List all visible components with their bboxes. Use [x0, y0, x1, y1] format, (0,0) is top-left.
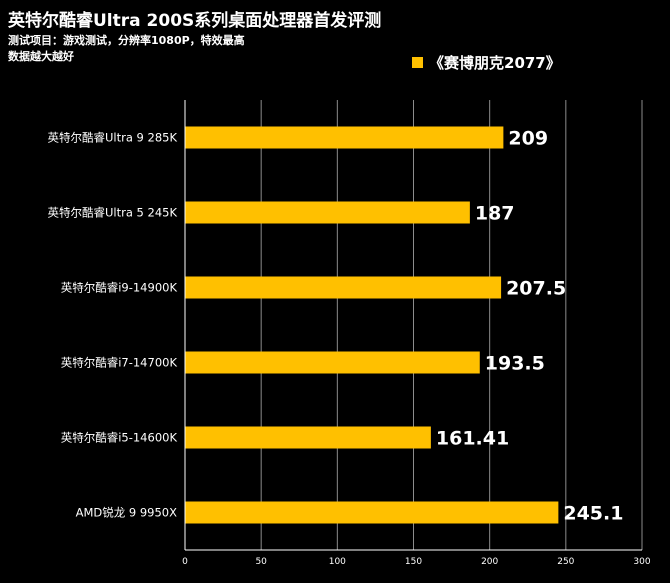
value-label-0: 209: [508, 128, 548, 150]
chart-legend: 《赛博朋克2077》: [412, 52, 561, 73]
bar-5: [185, 501, 559, 524]
x-tick-label-100: 100: [329, 557, 346, 567]
bar-1: [185, 201, 470, 224]
bar-0: [185, 126, 504, 149]
grid-lines: [260, 100, 643, 550]
category-label-4: 英特尔酷睿i5-14600K: [61, 431, 178, 445]
value-labels: 209 187 207.5 193.5 161.41 245.1: [436, 128, 624, 525]
chart-title: 英特尔酷睿Ultra 200S系列桌面处理器首发评测: [8, 11, 382, 31]
category-label-0: 英特尔酷睿Ultra 9 285K: [47, 131, 177, 145]
category-label-5: AMD锐龙 9 9950X: [76, 506, 178, 520]
x-tick-label-200: 200: [481, 557, 498, 567]
chart-subtitle-line-1: 测试项目：游戏测试，分辨率1080P，特效最高: [8, 34, 245, 47]
bar-4: [185, 426, 431, 449]
bars: [185, 126, 559, 524]
x-tick-label-250: 250: [557, 557, 574, 567]
legend-label: 《赛博朋克2077》: [429, 54, 561, 72]
legend-swatch: [412, 57, 423, 68]
category-label-1: 英特尔酷睿Ultra 5 245K: [47, 206, 177, 220]
x-tick-label-300: 300: [633, 557, 650, 567]
value-label-3: 193.5: [485, 353, 545, 375]
bar-3: [185, 351, 480, 374]
value-label-5: 245.1: [563, 503, 623, 525]
category-label-3: 英特尔酷睿i7-14700K: [61, 356, 178, 370]
bar-2: [185, 276, 502, 299]
category-label-2: 英特尔酷睿i9-14900K: [61, 281, 178, 295]
chart-subtitle-line-2: 数据越大越好: [8, 50, 74, 63]
value-label-1: 187: [475, 203, 515, 225]
x-tick-label-50: 50: [255, 557, 267, 567]
value-label-4: 161.41: [436, 428, 509, 450]
x-tick-label-150: 150: [405, 557, 422, 567]
x-axis: 0 50 100 150 200 250 300: [182, 100, 651, 567]
category-labels: 英特尔酷睿Ultra 9 285K 英特尔酷睿Ultra 5 245K 英特尔酷睿i…: [47, 131, 177, 520]
x-tick-label-0: 0: [182, 557, 188, 567]
value-label-2: 207.5: [506, 278, 566, 300]
